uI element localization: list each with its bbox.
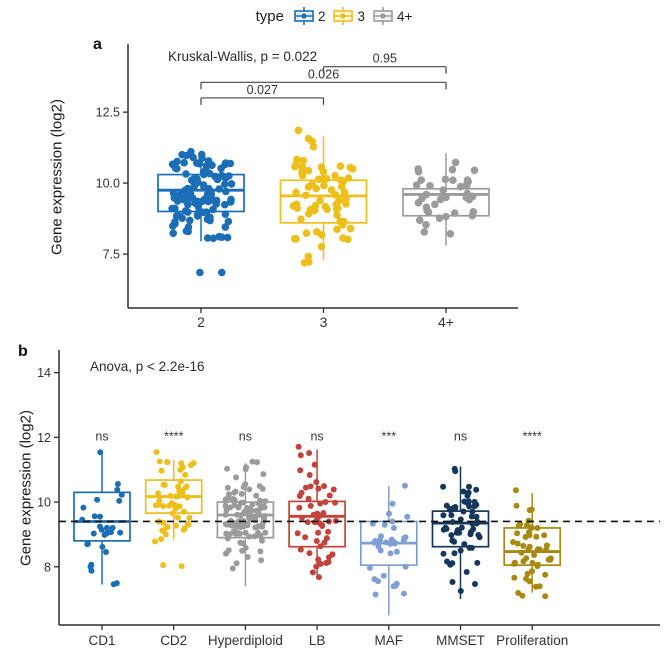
- jitter-points: [168, 147, 236, 277]
- panel-a-letter: a: [93, 36, 102, 53]
- boxplot-key-icon: [294, 7, 314, 25]
- y-tick-label: 14: [37, 366, 51, 380]
- iqr-box: [157, 173, 245, 213]
- legend-item-label: 4+: [396, 8, 413, 24]
- significance-label: ****: [164, 430, 184, 444]
- box-group-LB: [288, 443, 346, 581]
- comparison-p-value: 0.026: [308, 67, 339, 81]
- x-category-label: 3: [320, 314, 328, 330]
- legend-item-type-3: 3: [332, 6, 365, 26]
- panel-b-letter: b: [18, 343, 28, 360]
- legend-item-label: 2: [317, 8, 326, 24]
- significance-label: ns: [239, 430, 252, 444]
- iqr-box: [73, 491, 131, 542]
- x-category-label: 4+: [438, 314, 454, 330]
- y-tick-label: 12: [37, 431, 51, 445]
- comparison-p-value: 0.027: [247, 83, 278, 97]
- x-category-label: Hyperdiploid: [208, 633, 283, 648]
- y-tick-label: 8: [44, 560, 51, 574]
- legend-item-label: 3: [357, 8, 365, 24]
- y-tick-label: 12.5: [96, 106, 120, 120]
- legend-item-type-4plus: 4+: [372, 6, 412, 26]
- outlier-point: [178, 563, 185, 570]
- significance-label: ns: [310, 430, 323, 444]
- x-category-label: CD2: [160, 633, 187, 648]
- legend-title: type: [255, 7, 284, 25]
- box-group-MMSET: [431, 465, 490, 600]
- stat-annotation: Kruskal-Wallis, p = 0.022: [168, 49, 317, 64]
- box-group-4+: [402, 153, 490, 246]
- comparison-p-value: 0.95: [373, 52, 397, 66]
- outlier-point: [160, 562, 167, 569]
- x-category-label: 2: [197, 314, 205, 330]
- box-group-Hyperdiploid: [216, 458, 275, 587]
- iqr-box: [288, 500, 346, 548]
- outlier-point: [196, 268, 204, 277]
- outlier-point: [218, 268, 226, 277]
- box-group-3: [279, 126, 368, 267]
- comparison-bracket: 0.95: [322, 52, 447, 74]
- y-tick-label: 10.0: [96, 177, 120, 191]
- y-tick-label: 10: [37, 496, 51, 510]
- boxplot-key-icon: [373, 7, 393, 25]
- box-group-Proliferation: [503, 487, 562, 600]
- iqr-box: [503, 527, 562, 566]
- boxplot-key-icon: [333, 7, 354, 25]
- comparison-bracket: 0.026: [200, 67, 447, 90]
- panel-b: 8 10 12 14 CD1 CD2 Hyperdiploid LB MAF MMSET Proli…: [37, 350, 660, 648]
- significance-label: ns: [454, 430, 467, 444]
- jitter-points: [79, 449, 125, 588]
- significance-label: ****: [522, 430, 542, 444]
- significance-label: ***: [382, 430, 397, 444]
- box-group-CD1: [73, 449, 131, 588]
- stat-annotation: Anova, p < 2.2e-16: [90, 359, 204, 374]
- x-category-label: Proliferation: [496, 633, 568, 648]
- x-category-label: CD1: [88, 633, 115, 648]
- iqr-box: [216, 501, 275, 539]
- iqr-box: [431, 510, 490, 548]
- y-tick-label: 7.5: [103, 248, 120, 262]
- jitter-points: [440, 465, 483, 594]
- iqr-box: [279, 179, 368, 224]
- significance-label: ns: [95, 430, 108, 444]
- x-category-label: MAF: [375, 633, 404, 648]
- iqr-box: [402, 187, 490, 217]
- box-group-2: [157, 147, 245, 277]
- jitter-points: [152, 449, 197, 570]
- box-group-CD2: [144, 449, 203, 570]
- panel-a: 7.5 10.0 12.5 2 3 4+ 0.027 0.026 0.95 Kruskal-Wal…: [96, 44, 518, 330]
- x-category-label: MMSET: [436, 633, 485, 648]
- legend-item-type-2: 2: [293, 6, 326, 26]
- panel-a-y-axis-title: Gene expression (log2): [48, 99, 66, 255]
- panel-b-y-axis-title: Gene expression (log2): [17, 410, 35, 566]
- box-group-MAF: [359, 482, 418, 616]
- x-category-label: LB: [309, 633, 326, 648]
- comparison-bracket: 0.027: [200, 83, 325, 105]
- chart-legend: type 2 3 4+: [0, 3, 668, 29]
